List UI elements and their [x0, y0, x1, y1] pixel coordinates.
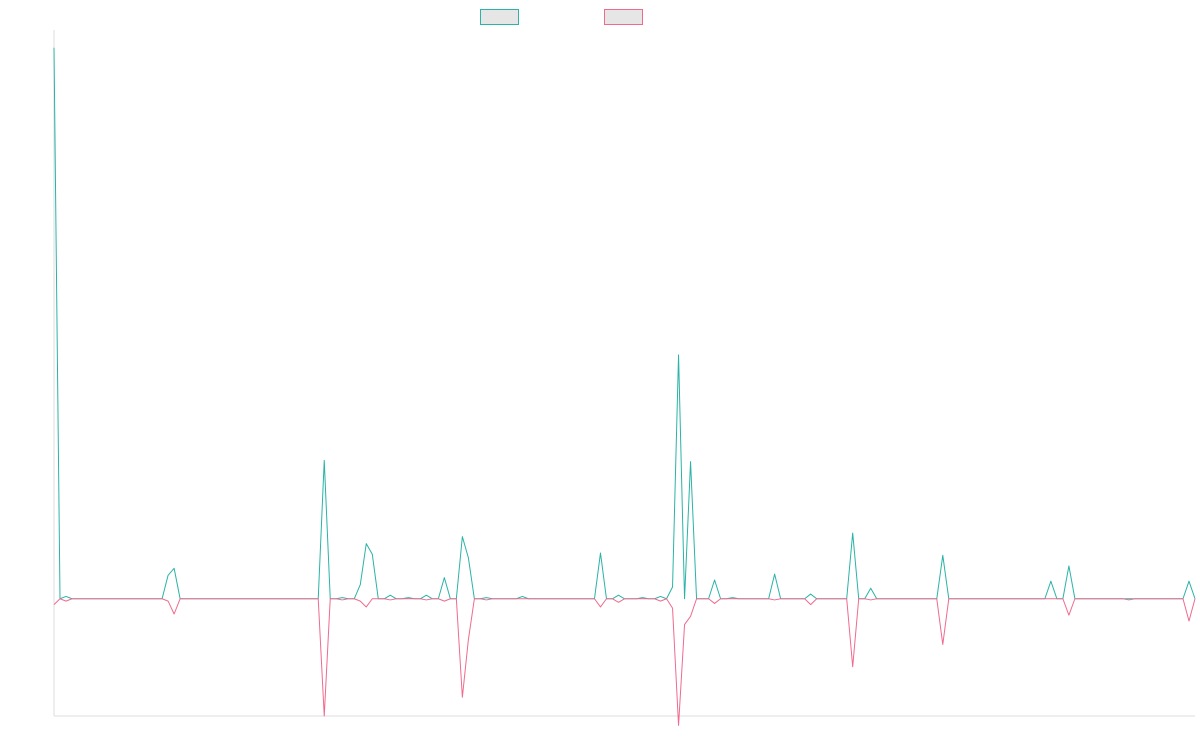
- legend-swatch-series-1[interactable]: [480, 9, 519, 25]
- series-line-1: [53, 47, 1196, 600]
- legend-swatch-series-2[interactable]: [604, 9, 643, 25]
- series-line-2: [53, 598, 1196, 726]
- series-layer: [53, 47, 1196, 726]
